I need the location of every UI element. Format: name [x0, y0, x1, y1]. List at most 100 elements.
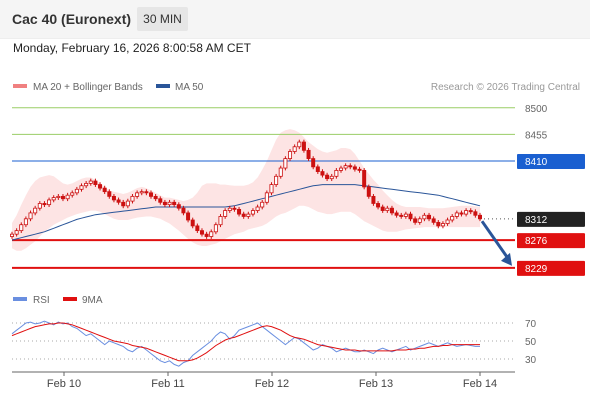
candle [232, 207, 237, 210]
rsi-ma-legend-swatch [63, 297, 77, 301]
x-tick-label: Feb 10 [47, 378, 81, 390]
candle [464, 210, 469, 215]
candle [306, 149, 311, 159]
candle [389, 207, 394, 214]
candle [352, 166, 357, 170]
candle [292, 146, 297, 152]
candle [237, 208, 242, 215]
candle [14, 230, 19, 235]
candle [88, 180, 93, 184]
candle [436, 221, 441, 227]
ma50-line [11, 184, 481, 241]
candle [47, 199, 52, 206]
candle [111, 195, 116, 201]
candle [260, 201, 265, 208]
candle [338, 167, 343, 171]
candle [362, 169, 367, 188]
candle [315, 166, 320, 172]
candle [144, 191, 149, 194]
candle [33, 207, 38, 214]
candle [172, 201, 177, 206]
candle [311, 158, 316, 168]
candle [357, 168, 362, 171]
candle [371, 195, 376, 204]
candle [9, 233, 14, 237]
rsi-ma-line [11, 322, 480, 362]
candle [209, 231, 214, 237]
ma20-legend-swatch [13, 84, 27, 88]
rsi-legend-swatch [13, 297, 27, 301]
candle [153, 195, 158, 200]
candle [218, 216, 223, 226]
candle [366, 186, 371, 197]
candle [329, 175, 334, 180]
candle [223, 210, 228, 217]
support-level-label-box [517, 260, 585, 276]
candle [399, 214, 404, 217]
candle [199, 230, 204, 235]
candle [65, 194, 70, 200]
candle [79, 185, 84, 190]
candle [297, 141, 302, 148]
ma50-legend-swatch [156, 84, 170, 88]
candle [325, 174, 330, 180]
candle [204, 233, 209, 237]
x-tick-label: Feb 14 [463, 378, 497, 390]
price-panel: 8500 8455 8410 8312 8276 8229 [9, 104, 585, 276]
credit-label: Research © 2026 Trading Central [431, 82, 580, 93]
candle [334, 169, 339, 177]
candle [473, 211, 478, 216]
candle [28, 212, 33, 220]
last-level-label: 8312 [525, 215, 548, 226]
candle [468, 210, 473, 213]
rsi-tick-label: 70 [525, 319, 537, 330]
candle [385, 207, 390, 211]
candle [408, 213, 413, 220]
candle [130, 195, 135, 202]
rsi-tick-label: 30 [525, 355, 537, 366]
candle [250, 210, 255, 215]
candle [427, 214, 432, 220]
candle [255, 206, 260, 211]
candle [176, 204, 181, 209]
ma50-legend-label: MA 50 [175, 82, 204, 93]
candle [459, 212, 464, 215]
candle [186, 212, 191, 221]
candle [246, 213, 251, 217]
candle [403, 213, 408, 217]
rsi-panel: 70 50 30 [11, 319, 537, 367]
candle [121, 201, 126, 207]
candle [102, 187, 107, 193]
last-level-label-box [517, 211, 585, 227]
candle [376, 203, 381, 208]
candle [450, 216, 455, 221]
forecast-arrow-shaft [480, 220, 511, 261]
candle [227, 207, 232, 211]
timeframe-button[interactable]: 30 MIN [137, 7, 188, 31]
candle [213, 224, 218, 233]
datetime-label: Monday, February 16, 2026 8:00:58 AM CET [13, 41, 251, 55]
candle [343, 165, 348, 169]
candle [445, 219, 450, 224]
candle [162, 201, 167, 206]
ma20-legend-label: MA 20 + Bollinger Bands [33, 82, 143, 93]
forecast-arrow-head [501, 252, 512, 266]
header-bar: Cac 40 (Euronext) 30 MIN [0, 0, 590, 39]
candle [93, 180, 98, 185]
candle [51, 197, 56, 201]
candle [348, 165, 353, 168]
candle [422, 214, 427, 220]
bollinger-band [12, 129, 480, 251]
candle [70, 192, 75, 196]
candle [440, 223, 445, 227]
candle [167, 201, 172, 206]
pivot-level-label: 8410 [525, 157, 548, 168]
candle [413, 218, 418, 223]
candle [107, 191, 112, 197]
candle [274, 175, 279, 185]
candle [288, 151, 293, 159]
candle [431, 218, 436, 223]
resistance-level-label: 8455 [525, 130, 548, 141]
candle [116, 199, 121, 203]
